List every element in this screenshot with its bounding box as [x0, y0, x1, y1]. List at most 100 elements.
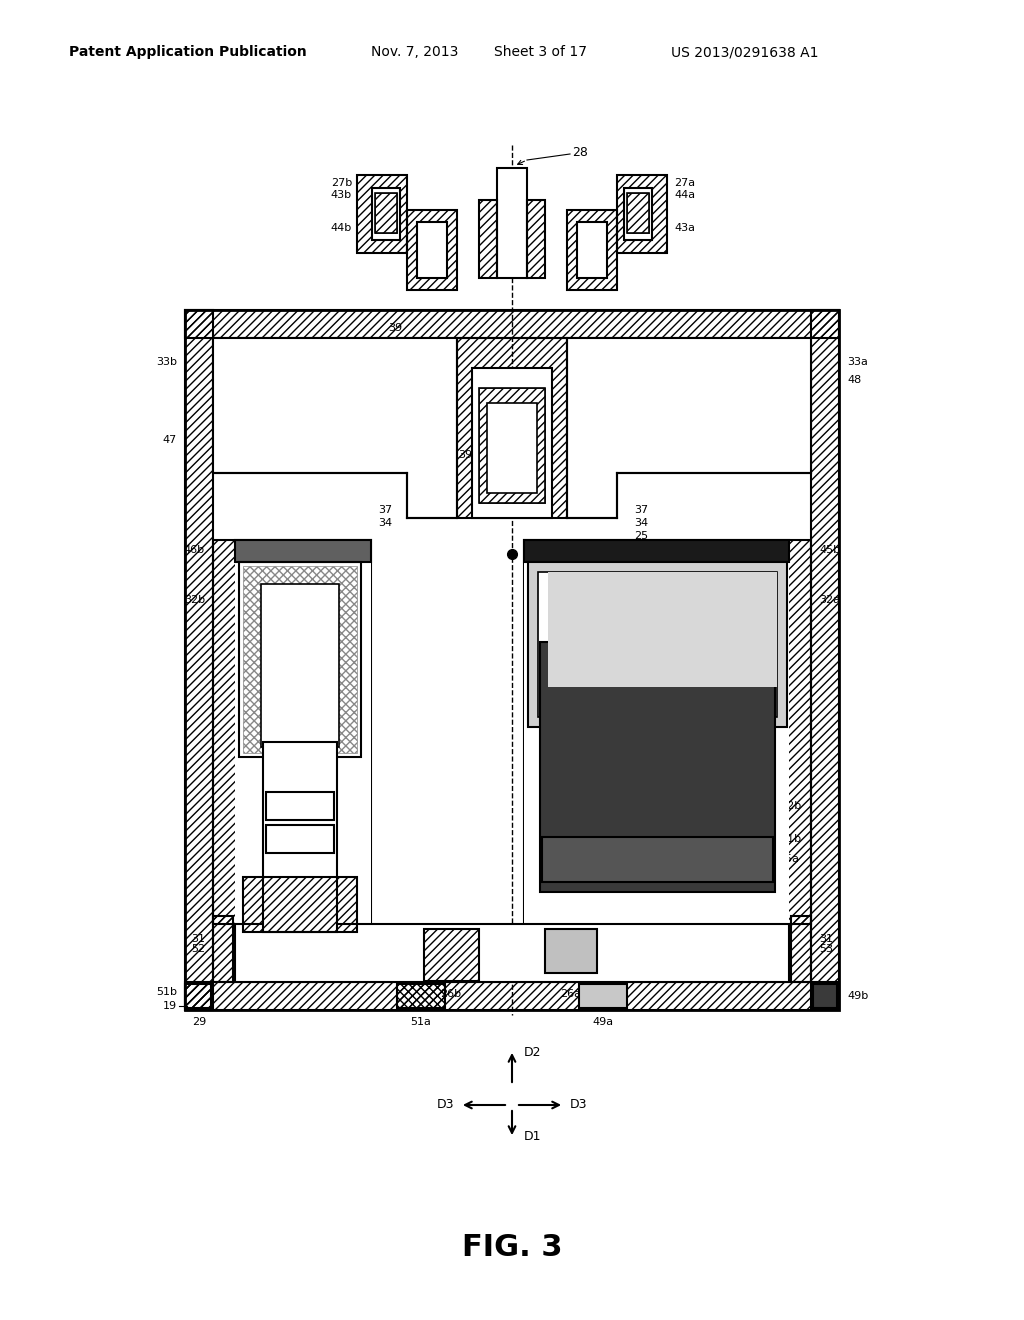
Bar	[811, 310, 839, 1010]
Text: Patent Application Publication: Patent Application Publication	[70, 45, 307, 59]
Text: 48: 48	[847, 375, 861, 385]
Text: 42b: 42b	[780, 801, 801, 810]
Bar	[243, 566, 357, 752]
Bar	[243, 876, 357, 932]
Bar	[234, 540, 371, 924]
Bar	[185, 310, 839, 338]
Bar	[540, 642, 775, 892]
Bar	[357, 176, 407, 253]
Polygon shape	[567, 338, 811, 517]
Text: 46b: 46b	[184, 545, 205, 554]
Text: Nov. 7, 2013: Nov. 7, 2013	[372, 45, 459, 59]
Text: 35b: 35b	[654, 576, 676, 585]
Bar	[627, 193, 649, 234]
Bar	[185, 982, 839, 1010]
Bar	[357, 176, 407, 253]
Text: 19: 19	[163, 1001, 177, 1011]
Bar	[185, 983, 211, 1008]
Text: Sheet 3 of 17: Sheet 3 of 17	[494, 45, 587, 59]
Bar	[487, 403, 537, 492]
Bar	[579, 983, 627, 1008]
Text: 37: 37	[634, 506, 648, 515]
Text: 31: 31	[819, 935, 833, 944]
Bar	[234, 540, 371, 562]
Bar	[407, 210, 457, 290]
Bar	[185, 310, 213, 1010]
Bar	[243, 876, 357, 932]
Bar	[624, 187, 652, 240]
Bar	[472, 368, 552, 517]
Text: 51b: 51b	[156, 987, 177, 997]
Text: 25: 25	[634, 531, 648, 541]
Text: 44b: 44b	[331, 223, 352, 234]
Bar	[479, 201, 497, 279]
Bar	[527, 201, 545, 279]
Text: 32b: 32b	[184, 595, 205, 605]
Bar	[397, 983, 445, 1008]
Text: D3: D3	[570, 1098, 588, 1111]
Bar	[548, 572, 777, 686]
Text: US 2013/0291638 A1: US 2013/0291638 A1	[672, 45, 819, 59]
Bar	[372, 187, 400, 240]
Text: 49b: 49b	[847, 991, 868, 1001]
Bar	[617, 176, 667, 253]
Text: 33b: 33b	[156, 356, 177, 367]
Text: 45b: 45b	[819, 545, 840, 554]
Bar	[213, 540, 371, 924]
Bar	[479, 388, 545, 503]
Text: 41a: 41a	[240, 801, 261, 810]
Bar	[457, 338, 567, 517]
Bar	[213, 916, 233, 982]
Bar	[545, 929, 597, 973]
Text: 52: 52	[190, 944, 205, 954]
Bar	[479, 201, 497, 279]
Bar	[213, 916, 233, 982]
Text: 27a: 27a	[674, 178, 695, 187]
Bar	[375, 193, 397, 234]
Text: 35a: 35a	[646, 657, 668, 667]
Bar	[524, 540, 790, 924]
Text: D2: D2	[524, 1045, 542, 1059]
Bar	[266, 825, 334, 853]
Bar	[479, 388, 545, 503]
Bar	[524, 540, 790, 562]
Text: 26b: 26b	[440, 989, 462, 999]
Bar	[542, 837, 773, 882]
Text: 46a: 46a	[248, 921, 269, 932]
Bar	[524, 540, 811, 924]
Text: 29: 29	[191, 1016, 206, 1027]
Text: 47: 47	[163, 436, 177, 445]
Polygon shape	[213, 338, 457, 517]
Text: FIG. 3: FIG. 3	[462, 1233, 562, 1262]
Bar	[527, 201, 545, 279]
Text: 51a: 51a	[411, 1016, 431, 1027]
Text: 35a: 35a	[271, 762, 292, 772]
Text: 44a: 44a	[674, 190, 695, 201]
Text: D3: D3	[436, 1098, 454, 1111]
Bar	[524, 540, 811, 924]
Text: 37: 37	[378, 506, 392, 515]
Bar	[375, 193, 397, 234]
Bar	[424, 929, 479, 981]
Bar	[234, 924, 790, 982]
Bar	[185, 982, 839, 1010]
Bar	[813, 983, 837, 1008]
Bar	[185, 310, 839, 338]
Bar	[538, 572, 777, 717]
Bar	[457, 338, 567, 517]
Text: 27b: 27b	[331, 178, 352, 187]
Bar	[185, 983, 211, 1008]
Text: D1: D1	[524, 1130, 542, 1143]
Text: 28: 28	[572, 145, 588, 158]
Bar	[577, 222, 607, 279]
Bar	[791, 916, 811, 982]
Text: 39: 39	[458, 450, 472, 459]
Bar	[424, 929, 479, 981]
Bar	[417, 222, 447, 279]
Bar	[528, 562, 787, 727]
Text: 43b: 43b	[331, 190, 352, 201]
Text: 53: 53	[819, 944, 833, 954]
Bar	[397, 983, 445, 1008]
Text: 39: 39	[388, 323, 402, 333]
Bar	[263, 742, 337, 932]
